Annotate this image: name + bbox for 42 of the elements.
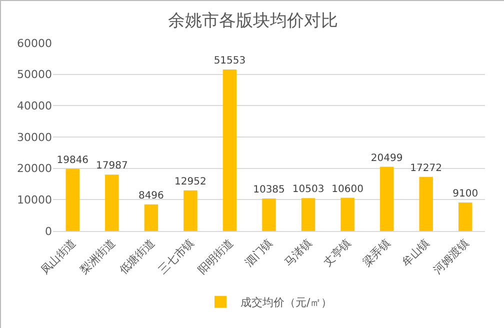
y-tick-label: 60000	[17, 36, 52, 50]
y-tick-label: 20000	[17, 162, 52, 176]
legend-label: 成交均价（元/㎡）	[240, 296, 332, 310]
data-label: 10503	[292, 184, 324, 196]
data-label: 19846	[56, 154, 89, 166]
x-tick-label: 河姆渡镇	[431, 236, 472, 277]
data-label: 17987	[96, 160, 128, 172]
y-tick-label: 40000	[17, 100, 52, 113]
x-tick-label: 马渚镇	[282, 236, 314, 270]
x-tick-label: 低塘街道	[116, 236, 158, 277]
bar	[144, 204, 158, 231]
data-label: 10385	[253, 184, 285, 196]
y-tick-label: 0	[45, 224, 52, 238]
x-tick-label: 三七市镇	[156, 236, 196, 277]
x-tick-label: 牟山镇	[400, 236, 432, 270]
y-tick-label: 50000	[17, 68, 52, 82]
x-tick-label: 泗门镇	[242, 236, 276, 270]
bar	[222, 69, 237, 231]
x-tick-label: 梁弄镇	[360, 236, 393, 270]
bar	[458, 202, 472, 231]
data-label: 17272	[410, 162, 442, 174]
data-label: 8496	[138, 190, 164, 202]
data-label: 10600	[332, 184, 364, 195]
bar	[66, 168, 80, 231]
bar	[105, 174, 119, 231]
data-label: 9100	[452, 188, 478, 200]
chart-title: 余姚市各版块均价对比	[168, 11, 338, 32]
y-tick-label: 30000	[17, 130, 52, 144]
x-tick-label: 阳明街道	[195, 236, 236, 277]
x-tick-label: 凤山街道	[38, 236, 79, 277]
bar	[419, 176, 433, 231]
data-label: 12952	[174, 176, 206, 188]
data-label: 20499	[370, 152, 403, 164]
bar	[380, 166, 394, 231]
bar	[262, 198, 276, 231]
bar	[301, 198, 316, 231]
y-tick-label: 10000	[17, 194, 52, 207]
x-tick-label: 梨洲街道	[78, 236, 118, 277]
data-label: 51553	[214, 55, 246, 66]
bar	[340, 198, 354, 231]
x-tick-label: 丈亭镇	[321, 236, 354, 270]
bar	[184, 190, 198, 231]
